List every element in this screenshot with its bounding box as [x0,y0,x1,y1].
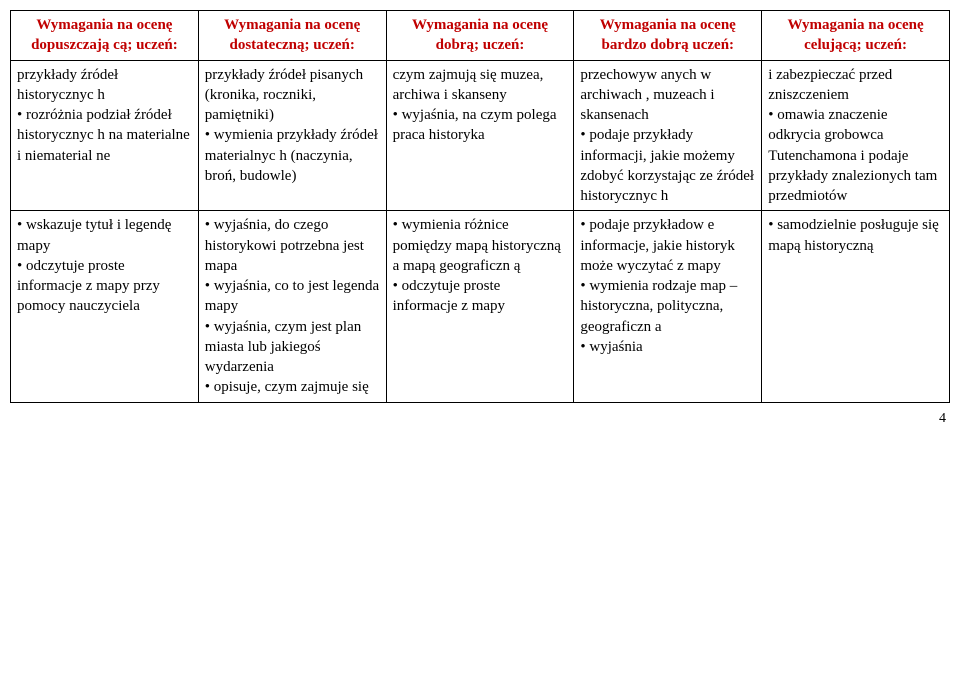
header-col-3: Wymagania na ocenę dobrą; uczeń: [386,11,574,61]
cell-r0-c3: przechowyw anych w archiwach , muzeach i… [574,60,762,211]
cell-r1-c1: • wyjaśnia, do czego historykowi potrzeb… [198,211,386,402]
requirements-table: Wymagania na ocenę dopuszczają cą; uczeń… [10,10,950,403]
table-row: przykłady źródeł historycznyc h • rozróż… [11,60,950,211]
cell-r1-c4: • samodzielnie posługuje się mapą histor… [762,211,950,402]
cell-r0-c4: i zabezpieczać przed zniszczeniem • omaw… [762,60,950,211]
header-col-1: Wymagania na ocenę dopuszczają cą; uczeń… [11,11,199,61]
header-col-5: Wymagania na ocenę celującą; uczeń: [762,11,950,61]
header-col-4: Wymagania na ocenę bardzo dobrą uczeń: [574,11,762,61]
cell-r1-c3: • podaje przykładow e informacje, jakie … [574,211,762,402]
cell-r0-c0: przykłady źródeł historycznyc h • rozróż… [11,60,199,211]
cell-r0-c1: przykłady źródeł pisanych (kronika, rocz… [198,60,386,211]
cell-r0-c2: czym zajmują się muzea, archiwa i skanse… [386,60,574,211]
header-row: Wymagania na ocenę dopuszczają cą; uczeń… [11,11,950,61]
page-number: 4 [10,403,950,427]
cell-r1-c0: • wskazuje tytuł i legendę mapy • odczyt… [11,211,199,402]
header-col-2: Wymagania na ocenę dostateczną; uczeń: [198,11,386,61]
cell-r1-c2: • wymienia różnice pomiędzy mapą history… [386,211,574,402]
table-row: • wskazuje tytuł i legendę mapy • odczyt… [11,211,950,402]
